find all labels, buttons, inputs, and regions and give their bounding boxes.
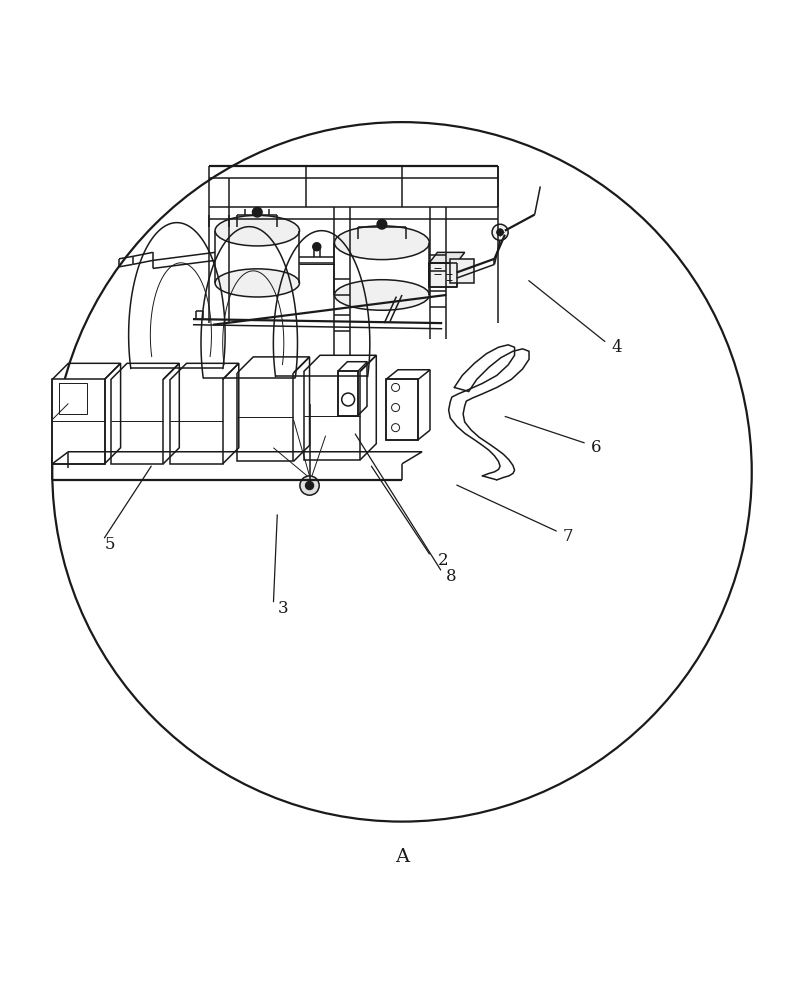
- Text: 2: 2: [438, 552, 448, 569]
- Circle shape: [341, 393, 354, 406]
- Polygon shape: [450, 259, 474, 283]
- Polygon shape: [385, 379, 418, 440]
- Text: 3: 3: [277, 600, 287, 617]
- Ellipse shape: [215, 269, 300, 297]
- Text: A: A: [394, 848, 409, 866]
- Text: 6: 6: [590, 439, 601, 456]
- Circle shape: [252, 207, 262, 217]
- Ellipse shape: [215, 215, 300, 246]
- Ellipse shape: [334, 280, 429, 310]
- Polygon shape: [429, 252, 464, 263]
- Text: 7: 7: [562, 528, 573, 545]
- Text: 5: 5: [104, 536, 115, 553]
- Circle shape: [491, 224, 507, 240]
- Ellipse shape: [334, 226, 429, 260]
- Circle shape: [496, 229, 503, 235]
- Text: 8: 8: [446, 568, 456, 585]
- Polygon shape: [52, 379, 104, 464]
- Circle shape: [377, 219, 386, 229]
- Circle shape: [300, 476, 319, 495]
- Circle shape: [312, 243, 320, 251]
- Polygon shape: [337, 371, 357, 416]
- Text: 4: 4: [610, 339, 621, 356]
- Circle shape: [305, 482, 313, 490]
- Polygon shape: [429, 263, 456, 287]
